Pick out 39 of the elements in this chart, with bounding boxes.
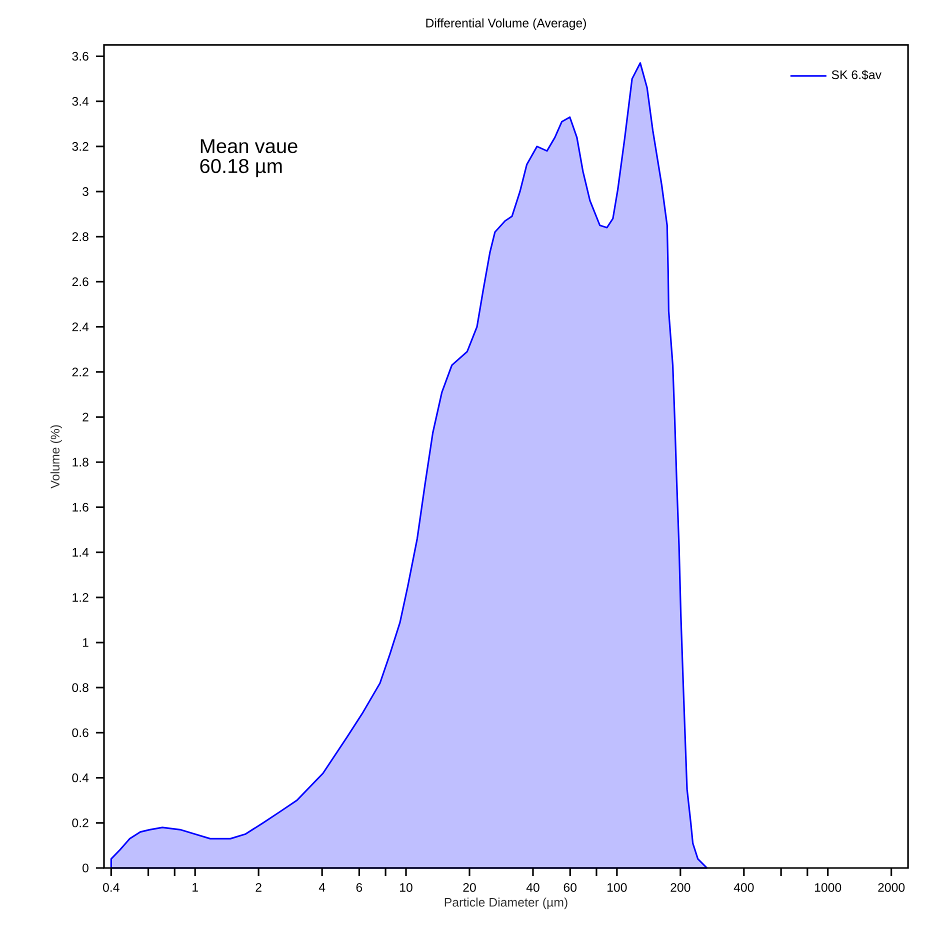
- x-tick-label: 6: [356, 883, 362, 892]
- x-tick-label: 4: [318, 883, 326, 892]
- y-tick-label: 0.6: [72, 728, 88, 738]
- y-tick-label: 3.4: [72, 96, 89, 106]
- y-tick-label: 0.8: [72, 683, 88, 692]
- y-tick-label: 3: [82, 187, 88, 196]
- y-tick-label: 1.6: [72, 502, 88, 512]
- x-tick-label: 100: [608, 883, 627, 892]
- y-tick-label: 3.6: [72, 52, 88, 61]
- x-tick-label: 60: [564, 883, 577, 892]
- y-tick-label: 1: [82, 638, 88, 647]
- x-tick-label: 40: [526, 883, 540, 892]
- y-tick-label: 2.2: [72, 368, 88, 376]
- y-tick-label: 2.8: [72, 232, 88, 242]
- y-tick-label: 1.2: [72, 593, 88, 602]
- y-tick-label: 2.4: [72, 322, 89, 332]
- y-axis-title: Volume (%): [50, 425, 62, 488]
- y-tick-label: 2: [82, 412, 88, 422]
- chart-title: Differential Volume (Average): [426, 18, 586, 30]
- annotation: Mean vaue: [200, 139, 298, 154]
- x-tick-label: 2000: [878, 883, 905, 892]
- annotation: 60.18 µm: [200, 158, 282, 178]
- x-axis-title: Particle Diameter (µm): [444, 898, 568, 910]
- x-tick-label: 200: [670, 883, 690, 892]
- y-tick-label: 1.4: [72, 548, 89, 557]
- x-tick-label: 0.4: [103, 883, 120, 892]
- x-tick-label: 20: [463, 883, 476, 892]
- y-tick-label: 0.2: [72, 818, 88, 828]
- y-tick-label: 1.8: [72, 458, 88, 467]
- x-tick-label: 400: [734, 883, 754, 892]
- x-tick-label: 1000: [814, 883, 842, 892]
- x-tick-label: 10: [400, 883, 412, 892]
- y-tick-label: 0: [82, 864, 88, 872]
- x-tick-label: 1: [192, 883, 198, 892]
- y-tick-label: 2.6: [72, 277, 88, 286]
- legend-label: SK 6.$av: [832, 70, 882, 80]
- x-tick-label: 2: [256, 883, 262, 892]
- y-tick-label: 3.2: [72, 142, 88, 151]
- y-tick-label: 0.4: [72, 773, 89, 782]
